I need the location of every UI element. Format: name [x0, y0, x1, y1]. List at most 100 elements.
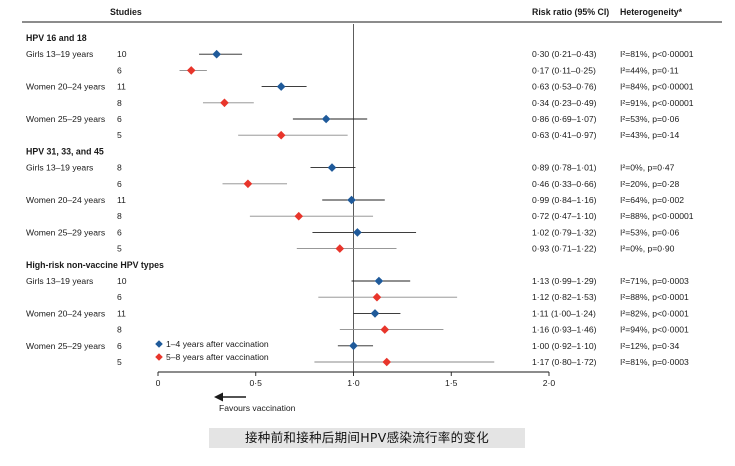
legend-marker-1-4-years	[155, 340, 163, 348]
forest-row: 5 0·93 (0·71–1·22) I²=0%, p=0·90	[117, 244, 675, 254]
heterogeneity-value: I²=64%, p=0·002	[620, 195, 684, 205]
x-tick-label: 1·0	[347, 378, 360, 388]
point-estimate-marker	[327, 163, 337, 172]
point-estimate-marker	[349, 341, 358, 351]
studies-count: 8	[117, 325, 122, 335]
risk-ratio-value: 1·00 (0·92–1·10)	[532, 341, 597, 351]
population-label: Girls 13–19 years	[26, 49, 93, 59]
forest-row: Women 20–24 years 11 0·99 (0·84–1·16) I²=64…	[26, 195, 684, 205]
header-heterogeneity: Heterogeneity*	[620, 7, 683, 17]
studies-count: 10	[117, 276, 127, 286]
population-label: Women 20–24 years	[26, 195, 105, 205]
forest-row: Women 25–29 years 6 1·00 (0·92–1·10) I²=12%…	[26, 341, 679, 351]
legend-label-5-8-years: 5–8 years after vaccination	[166, 352, 269, 362]
heterogeneity-value: I²=88%, p<0·0001	[620, 292, 689, 302]
favours-label: Favours vaccination	[219, 403, 296, 413]
risk-ratio-value: 0·63 (0·41–0·97)	[532, 130, 597, 140]
point-estimate-marker	[276, 82, 286, 91]
forest-row: 6 1·12 (0·82–1·53) I²=88%, p<0·0001	[117, 292, 689, 302]
forest-row: Girls 13–19 years 8 0·89 (0·78–1·01) I²=0%,…	[26, 163, 675, 173]
header-studies: Studies	[110, 7, 142, 17]
x-tick-label: 0	[156, 378, 161, 388]
forest-rows: HPV 16 and 18 Girls 13–19 years 10 0·30 (0·…	[26, 33, 694, 367]
figure-caption: 接种前和接种后期间HPV感染流行率的变化	[209, 428, 525, 448]
point-estimate-marker	[212, 49, 221, 59]
heterogeneity-value: I²=53%, p=0·06	[620, 114, 679, 124]
risk-ratio-value: 0·30 (0·21–0·43)	[532, 49, 597, 59]
forest-row: Women 20–24 years 11 1·11 (1·00–1·24) I²=82…	[26, 308, 689, 318]
forest-row: 5 0·63 (0·41–0·97) I²=43%, p=0·14	[117, 130, 679, 140]
studies-count: 11	[117, 308, 126, 318]
heterogeneity-value: I²=12%, p=0·34	[620, 341, 679, 351]
heterogeneity-value: I²=94%, p<0·0001	[620, 325, 689, 335]
risk-ratio-value: 0·93 (0·71–1·22)	[532, 244, 597, 254]
group-title: High-risk non-vaccine HPV types	[26, 260, 164, 270]
forest-row: Women 25–29 years 6 0·86 (0·69–1·07) I²=53%…	[26, 114, 679, 124]
x-tick-label: 2·0	[543, 378, 556, 388]
point-estimate-marker	[321, 114, 331, 124]
x-tick-label: 0·5	[250, 378, 263, 388]
forest-row: 8 0·34 (0·23–0·49) I²=91%, p<0·00001	[117, 98, 694, 108]
point-estimate-marker	[220, 98, 229, 108]
studies-count: 6	[117, 65, 122, 75]
forest-row: 8 0·72 (0·47–1·10) I²=88%, p<0·00001	[117, 211, 694, 221]
studies-count: 11	[117, 195, 126, 205]
risk-ratio-value: 1·12 (0·82–1·53)	[532, 292, 597, 302]
studies-count: 10	[117, 49, 127, 59]
risk-ratio-value: 0·34 (0·23–0·49)	[532, 98, 597, 108]
point-estimate-marker	[374, 276, 384, 286]
risk-ratio-value: 0·72 (0·47–1·10)	[532, 211, 597, 221]
heterogeneity-value: I²=53%, p=0·06	[620, 227, 679, 237]
legend-label-1-4-years: 1–4 years after vaccination	[166, 339, 269, 349]
population-label: Girls 13–19 years	[26, 163, 93, 173]
heterogeneity-value: I²=84%, p<0·00001	[620, 82, 694, 92]
point-estimate-marker	[382, 357, 392, 367]
risk-ratio-value: 1·17 (0·80–1·72)	[532, 357, 597, 367]
favours-vaccination-indicator: Favours vaccination	[214, 392, 296, 413]
studies-count: 5	[117, 357, 122, 367]
heterogeneity-value: I²=91%, p<0·00001	[620, 98, 694, 108]
population-label: Women 25–29 years	[26, 227, 105, 237]
studies-count: 8	[117, 163, 122, 173]
risk-ratio-value: 0·46 (0·33–0·66)	[532, 179, 597, 189]
point-estimate-marker	[370, 309, 380, 318]
point-estimate-marker	[380, 325, 390, 334]
heterogeneity-value: I²=81%, p=0·0003	[620, 357, 689, 367]
point-estimate-marker	[335, 244, 345, 253]
studies-count: 11	[117, 82, 126, 92]
forest-row: 6 0·17 (0·11–0·25) I²=44%, p=0·11	[117, 65, 679, 75]
studies-count: 5	[117, 130, 122, 140]
group-title: HPV 31, 33, and 45	[26, 146, 104, 156]
risk-ratio-value: 0·89 (0·78–1·01)	[532, 163, 597, 173]
studies-count: 6	[117, 114, 122, 124]
risk-ratio-value: 1·13 (0·99–1·29)	[532, 276, 597, 286]
point-estimate-marker	[276, 130, 286, 140]
studies-count: 8	[117, 98, 122, 108]
heterogeneity-value: I²=82%, p<0·0001	[620, 308, 689, 318]
risk-ratio-value: 0·63 (0·53–0·76)	[532, 82, 597, 92]
header-risk-ratio: Risk ratio (95% CI)	[532, 7, 609, 17]
group-title: HPV 16 and 18	[26, 33, 87, 43]
studies-count: 8	[117, 211, 122, 221]
heterogeneity-value: I²=81%, p<0·00001	[620, 49, 694, 59]
risk-ratio-value: 1·02 (0·79–1·32)	[532, 227, 597, 237]
heterogeneity-value: I²=44%, p=0·11	[620, 65, 679, 75]
legend: 1–4 years after vaccination 5–8 years af…	[155, 339, 269, 362]
forest-row: 6 0·46 (0·33–0·66) I²=20%, p=0·28	[117, 179, 679, 189]
studies-count: 5	[117, 244, 122, 254]
heterogeneity-value: I²=0%, p=0·90	[620, 244, 675, 254]
x-tick-label: 1·5	[445, 378, 458, 388]
studies-count: 6	[117, 179, 122, 189]
forest-row: 8 1·16 (0·93–1·46) I²=94%, p<0·0001	[117, 325, 689, 335]
forest-row: Women 25–29 years 6 1·02 (0·79–1·32) I²=53%…	[26, 227, 679, 237]
heterogeneity-value: I²=71%, p=0·0003	[620, 276, 689, 286]
heterogeneity-value: I²=88%, p<0·00001	[620, 211, 694, 221]
heterogeneity-value: I²=20%, p=0·28	[620, 179, 679, 189]
population-label: Women 25–29 years	[26, 114, 105, 124]
studies-count: 6	[117, 341, 122, 351]
point-estimate-marker	[353, 228, 362, 237]
forest-row: 5 1·17 (0·80–1·72) I²=81%, p=0·0003	[117, 357, 689, 367]
risk-ratio-value: 1·11 (1·00–1·24)	[532, 308, 596, 318]
risk-ratio-value: 0·99 (0·84–1·16)	[532, 195, 597, 205]
population-label: Women 20–24 years	[26, 82, 105, 92]
